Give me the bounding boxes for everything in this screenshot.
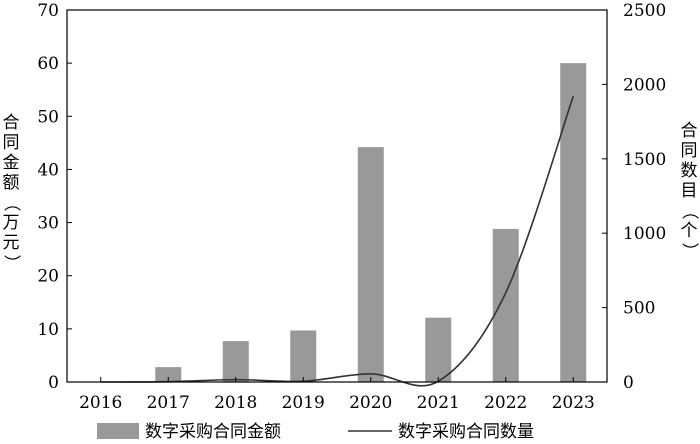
- axis-title-char: 金: [3, 153, 20, 173]
- bar-2023: [560, 63, 587, 383]
- axis-title-char: 目: [681, 181, 698, 201]
- x-tick-2022: 2022: [484, 393, 527, 413]
- bar-2020: [357, 147, 384, 382]
- legend-bar-swatch: [97, 423, 139, 439]
- plot-frame: [66, 9, 608, 383]
- left-tick-label: 0: [48, 373, 59, 393]
- axis-title-char: （: [679, 203, 699, 220]
- legend-line-label: 数字采购合同数量: [398, 422, 534, 442]
- left-tick-label: 10: [37, 320, 59, 340]
- axis-title-char: ）: [679, 243, 699, 260]
- right-tick-label: 2500: [623, 1, 666, 21]
- x-axis-ticks: 2016 2017 2018 2019 2020 2021 2022 2023: [79, 377, 595, 413]
- x-tick-2023: 2023: [552, 393, 595, 413]
- axis-title-char: 合: [681, 121, 698, 141]
- left-tick-label: 70: [37, 1, 59, 21]
- left-tick-label: 30: [37, 214, 59, 234]
- axis-title-char: 万: [3, 213, 20, 233]
- axis-title-char: （: [1, 195, 21, 212]
- bar-2019: [290, 330, 317, 382]
- right-tick-label: 2000: [623, 75, 666, 95]
- left-tick-label: 20: [37, 267, 59, 287]
- left-tick-label: 50: [37, 107, 59, 127]
- axis-title-char: 数: [681, 161, 698, 181]
- bar-2018: [222, 341, 249, 382]
- x-tick-2017: 2017: [147, 393, 190, 413]
- axis-title-char: 同: [681, 141, 698, 161]
- count-series-line: [100, 96, 575, 387]
- axis-title-char: 额: [3, 173, 20, 193]
- x-tick-2020: 2020: [349, 393, 392, 413]
- x-tick-2016: 2016: [79, 393, 122, 413]
- left-axis-ticks: 0 10 20 30 40 50 60 70: [37, 1, 72, 393]
- left-tick-label: 40: [37, 160, 59, 180]
- x-tick-2019: 2019: [282, 393, 325, 413]
- right-axis-ticks: 0 500 1000 1500 2000 2500: [602, 1, 666, 393]
- right-tick-label: 1500: [623, 150, 666, 170]
- axis-title-char: 个: [681, 221, 698, 241]
- axis-title-char: 合: [3, 113, 20, 133]
- bar-2022: [492, 228, 519, 382]
- left-axis-title: 合同金额 （万元 ）: [1, 113, 21, 272]
- right-tick-label: 500: [623, 299, 655, 319]
- axis-title-char: 元: [3, 233, 20, 253]
- axis-title-char: 同: [3, 133, 20, 153]
- legend-bar-label: 数字采购合同金额: [145, 422, 281, 442]
- right-tick-label: 1000: [623, 224, 666, 244]
- bar-series: [155, 63, 587, 383]
- legend: 数字采购合同金额 数字采购合同数量: [97, 422, 534, 442]
- right-tick-label: 0: [623, 373, 634, 393]
- bar-2017: [155, 367, 182, 382]
- axis-title-char: ）: [1, 255, 21, 272]
- bar-2021: [425, 317, 452, 382]
- x-tick-2018: 2018: [214, 393, 257, 413]
- left-tick-label: 60: [37, 54, 59, 74]
- x-tick-2021: 2021: [417, 393, 460, 413]
